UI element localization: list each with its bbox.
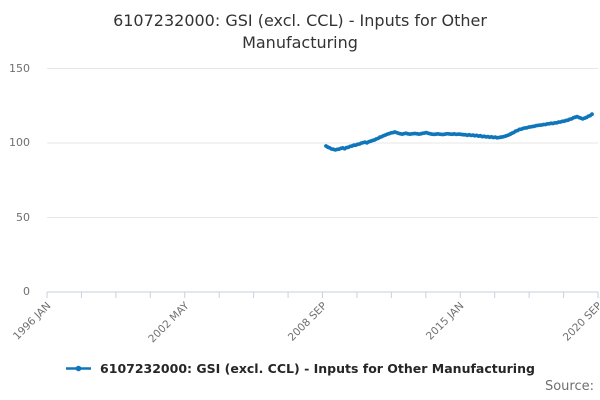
legend: 6107232000: GSI (excl. CCL) - Inputs for…: [0, 361, 600, 376]
y-axis-tick-label: 150: [9, 61, 30, 75]
source-label: Source:: [544, 379, 594, 394]
legend-line-marker-icon: [66, 365, 92, 372]
y-axis-tick-label: 0: [23, 285, 30, 298]
chart-title: 6107232000: GSI (excl. CCL) - Inputs for…: [113, 11, 487, 52]
y-axis-tick-label: 50: [16, 210, 30, 224]
legend-series-label: 6107232000: GSI (excl. CCL) - Inputs for…: [100, 361, 535, 376]
y-axis-tick-label: 100: [9, 136, 30, 149]
